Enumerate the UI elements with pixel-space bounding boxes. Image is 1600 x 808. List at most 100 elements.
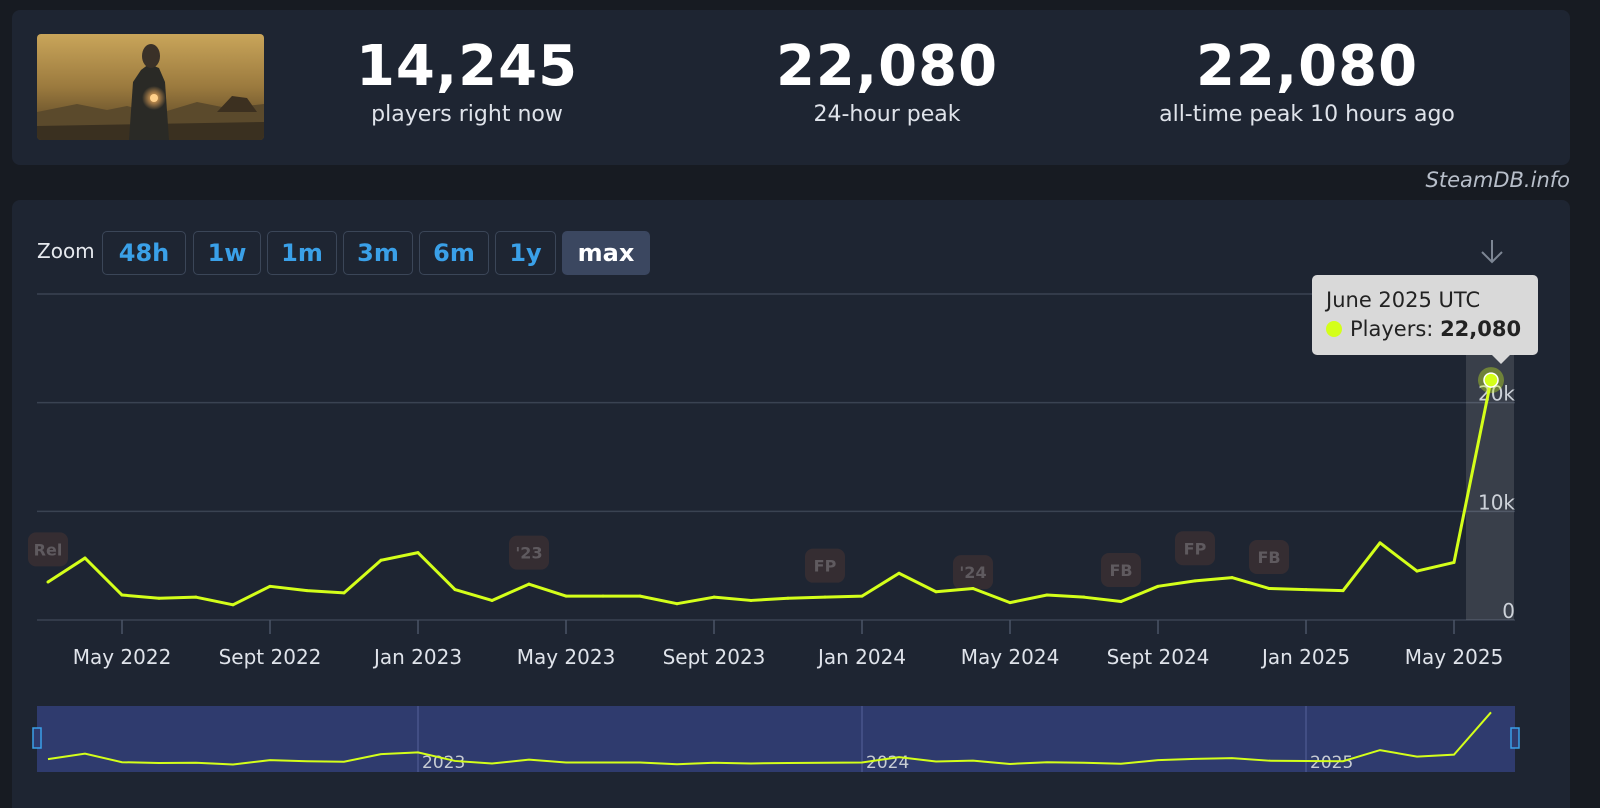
event-flag-label: Rel <box>34 540 63 559</box>
chart-panel: Zoom 48h 1w 1m 3m 6m 1y max Rel '23 FP '24 F… <box>12 200 1570 808</box>
x-tick-label: May 2024 <box>961 645 1060 669</box>
x-tick-label: Jan 2024 <box>816 645 906 669</box>
navigator-year-label: 2024 <box>866 753 909 773</box>
stats-panel: 14,245 players right now 22,080 24-hour … <box>12 10 1570 165</box>
data-point <box>1193 579 1197 583</box>
event-flag-label: '23 <box>515 544 542 563</box>
day-peak-stat: 22,080 24-hour peak <box>772 34 1002 130</box>
data-point <box>194 595 198 599</box>
x-tick-label: Sept 2023 <box>663 645 766 669</box>
data-point <box>120 593 124 597</box>
data-point <box>490 598 494 602</box>
data-point <box>934 590 938 594</box>
players-chart[interactable]: Rel '23 FP '24 FB FP FB 0 10k 20k May 2022 Sept 20… <box>12 200 1570 808</box>
x-tick-label: Sept 2024 <box>1107 645 1210 669</box>
navigator-year-label: 2023 <box>422 753 465 773</box>
zoom-3m-button[interactable]: 3m <box>343 231 413 275</box>
event-flag[interactable]: FB <box>1249 539 1289 574</box>
data-point <box>1008 601 1012 605</box>
data-point <box>1267 586 1271 590</box>
data-point <box>416 551 420 555</box>
data-point <box>231 603 235 607</box>
event-flag[interactable]: FB <box>1101 553 1141 588</box>
data-point <box>1452 560 1456 564</box>
zoom-label: Zoom <box>37 239 95 263</box>
all-time-peak-value: 22,080 <box>1195 34 1419 99</box>
zoom-48h-button[interactable]: 48h <box>102 231 186 275</box>
data-point <box>342 591 346 595</box>
steamdb-credit[interactable]: SteamDB.info <box>1425 168 1570 192</box>
navigator-year-label: 2025 <box>1310 753 1353 773</box>
data-point <box>675 602 679 606</box>
players-now-label: players right now <box>371 102 563 127</box>
data-point <box>1230 576 1234 580</box>
game-art-image <box>37 34 264 140</box>
data-point <box>268 584 272 588</box>
data-point <box>712 595 716 599</box>
chart-tooltip: June 2025 UTC Players: 22,080 <box>1312 275 1538 364</box>
zoom-1y-button[interactable]: 1y <box>495 231 556 275</box>
event-flag[interactable]: FP <box>805 548 845 583</box>
y-tick-label: 10k <box>1478 490 1515 514</box>
event-flag-label: FP <box>1184 539 1207 558</box>
x-tick-label: May 2022 <box>73 645 172 669</box>
event-flag-label: FB <box>1257 548 1280 567</box>
event-flag[interactable]: Rel <box>28 532 68 567</box>
series-dot-icon <box>1326 321 1342 337</box>
navigator-series-line <box>47 711 1492 766</box>
hover-column <box>1466 350 1514 620</box>
highlight-point <box>1483 372 1499 388</box>
event-flag-box <box>28 532 68 567</box>
zoom-1w-button[interactable]: 1w <box>193 231 261 275</box>
data-point <box>1415 569 1419 573</box>
all-time-peak-stat: 22,080 all-time peak 10 hours ago <box>1152 34 1462 130</box>
x-tick-label: Jan 2025 <box>1260 645 1350 669</box>
event-flag[interactable]: '23 <box>509 535 549 570</box>
players-series-line <box>47 379 1493 607</box>
game-thumbnail[interactable] <box>37 34 264 140</box>
data-point <box>971 586 975 590</box>
data-point <box>46 580 50 584</box>
event-flag[interactable]: '24 <box>953 555 993 590</box>
navigator-right-handle[interactable] <box>1510 727 1520 749</box>
event-flag[interactable]: FP <box>1175 531 1215 566</box>
download-arrow-icon[interactable] <box>1481 240 1503 264</box>
event-flag-box <box>1249 539 1289 574</box>
data-point <box>1045 593 1049 597</box>
data-point <box>1378 541 1382 545</box>
data-point <box>379 558 383 562</box>
data-point <box>527 582 531 586</box>
navigator-left-handle[interactable] <box>32 727 42 749</box>
data-point <box>897 571 901 575</box>
tooltip-series-label: Players: <box>1350 317 1434 341</box>
x-tick-label: May 2025 <box>1405 645 1504 669</box>
event-flag-box <box>1101 553 1141 588</box>
tooltip-value: 22,080 <box>1440 317 1522 341</box>
y-tick-label: 20k <box>1478 382 1515 406</box>
data-point <box>823 595 827 599</box>
x-tick-label: Jan 2023 <box>372 645 462 669</box>
data-point <box>1119 600 1123 604</box>
x-tick-label: Sept 2022 <box>219 645 322 669</box>
event-flag-box <box>805 548 845 583</box>
zoom-6m-button[interactable]: 6m <box>419 231 489 275</box>
event-flag-box <box>953 555 993 590</box>
event-flag-label: FP <box>814 557 837 576</box>
data-point <box>564 594 568 598</box>
event-flag-label: '24 <box>959 563 986 582</box>
day-peak-value: 22,080 <box>775 34 999 99</box>
all-time-peak-label: all-time peak 10 hours ago <box>1159 102 1455 127</box>
data-point <box>786 596 790 600</box>
data-point <box>1341 589 1345 593</box>
data-point <box>1156 584 1160 588</box>
data-point <box>157 596 161 600</box>
zoom-1m-button[interactable]: 1m <box>267 231 337 275</box>
tooltip-series-row: Players: 22,080 <box>1326 315 1524 344</box>
event-flag-box <box>1175 531 1215 566</box>
tooltip-date: June 2025 UTC <box>1326 288 1481 312</box>
zoom-max-button[interactable]: max <box>562 231 650 275</box>
tooltip-caret <box>1492 355 1510 364</box>
event-flag-label: FB <box>1109 561 1132 580</box>
players-now-value: 14,245 <box>355 34 579 99</box>
day-peak-label: 24-hour peak <box>813 102 961 127</box>
